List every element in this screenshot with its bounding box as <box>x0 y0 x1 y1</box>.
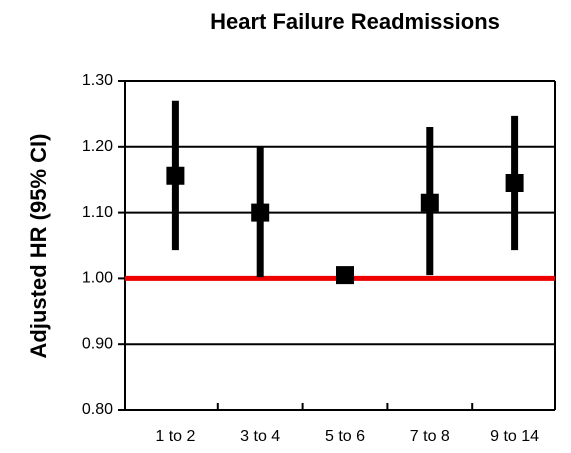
y-axis-label: Adjusted HR (95% CI) <box>26 134 51 359</box>
y-tick-label: 1.00 <box>82 270 113 287</box>
y-tick-label: 0.80 <box>82 401 113 418</box>
y-tick-label: 1.30 <box>82 72 113 89</box>
point-estimate <box>251 203 270 222</box>
x-tick-label: 1 to 2 <box>155 428 195 445</box>
point-estimate <box>166 166 185 185</box>
point-estimate <box>420 193 439 212</box>
x-tick-label: 9 to 14 <box>490 428 539 445</box>
point-estimate <box>336 266 354 285</box>
y-tick-label: 1.20 <box>82 138 113 155</box>
y-tick-label: 0.90 <box>82 335 113 352</box>
y-tick-label: 1.10 <box>82 204 113 221</box>
x-tick-label: 5 to 6 <box>325 428 365 445</box>
point-estimate <box>505 173 524 192</box>
chart-title: Heart Failure Readmissions <box>210 9 500 34</box>
x-tick-label: 3 to 4 <box>240 428 280 445</box>
x-tick-label: 7 to 8 <box>410 428 450 445</box>
